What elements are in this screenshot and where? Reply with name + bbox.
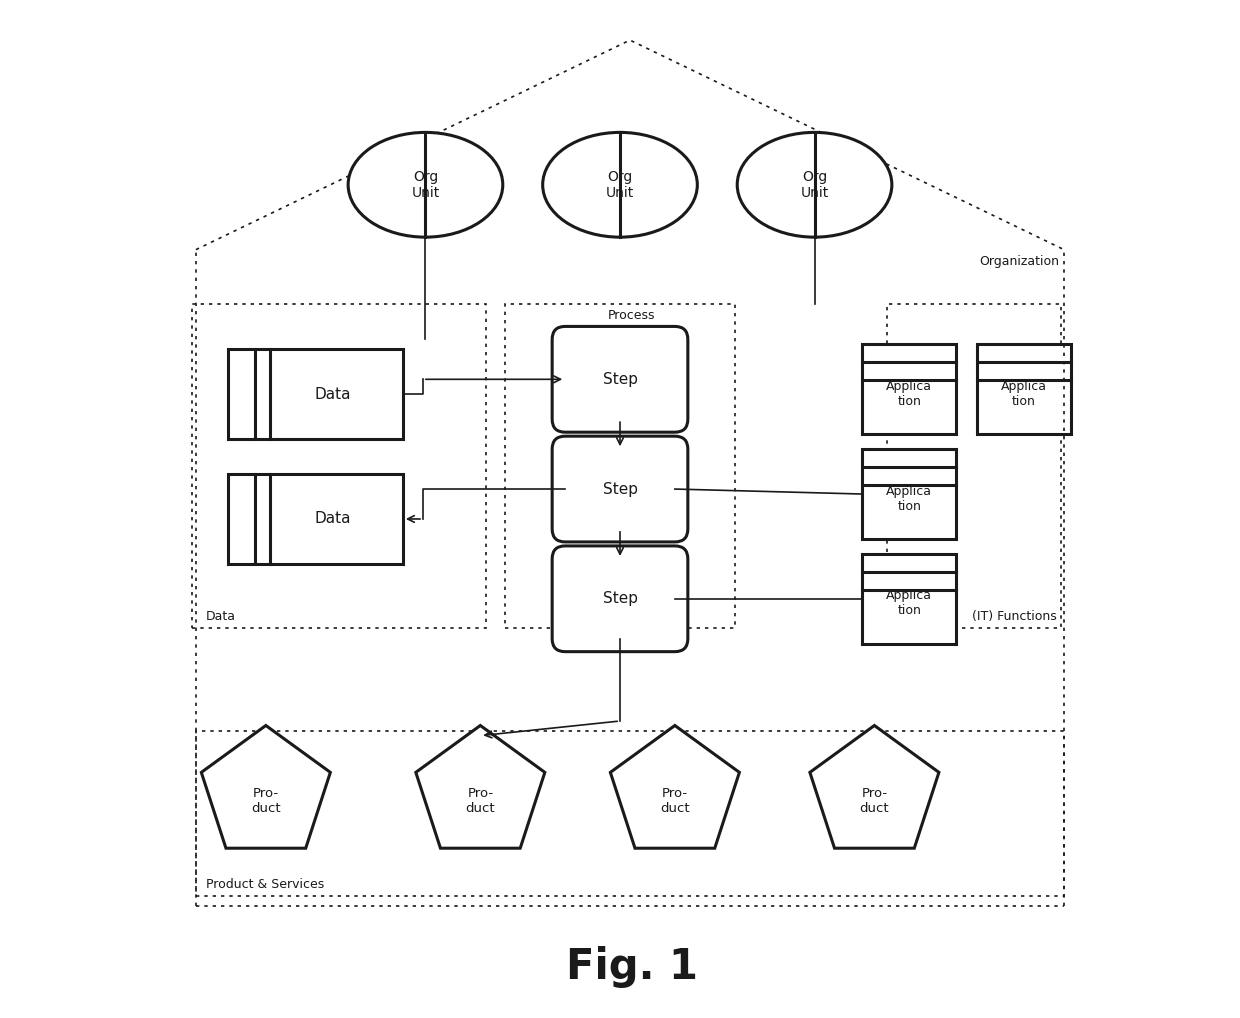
Bar xyxy=(887,304,1061,628)
Text: Pro-
duct: Pro- duct xyxy=(465,787,495,815)
Bar xyxy=(228,474,403,564)
Text: Fig. 1: Fig. 1 xyxy=(567,946,698,988)
Text: Step: Step xyxy=(603,372,637,387)
Bar xyxy=(228,349,403,439)
Bar xyxy=(863,554,956,643)
Text: Applica
tion: Applica tion xyxy=(887,485,932,512)
Polygon shape xyxy=(810,726,939,848)
Text: Organization: Organization xyxy=(978,254,1059,268)
Text: Step: Step xyxy=(603,591,637,607)
Polygon shape xyxy=(201,726,330,848)
FancyBboxPatch shape xyxy=(552,327,688,433)
Bar xyxy=(196,731,1064,896)
Bar xyxy=(191,304,486,628)
Bar xyxy=(977,344,1071,435)
Ellipse shape xyxy=(348,132,502,237)
Text: Applica
tion: Applica tion xyxy=(887,589,932,617)
Text: Pro-
duct: Pro- duct xyxy=(660,787,689,815)
Text: Data: Data xyxy=(315,387,351,402)
Polygon shape xyxy=(610,726,739,848)
Text: Applica
tion: Applica tion xyxy=(887,380,932,408)
Text: Data: Data xyxy=(206,610,236,623)
Bar xyxy=(863,449,956,539)
Text: Product & Services: Product & Services xyxy=(206,878,324,891)
Bar xyxy=(863,344,956,435)
FancyBboxPatch shape xyxy=(552,436,688,542)
Text: Data: Data xyxy=(315,511,351,526)
Text: Process: Process xyxy=(608,309,655,322)
Bar xyxy=(505,304,735,628)
Ellipse shape xyxy=(543,132,697,237)
Ellipse shape xyxy=(738,132,892,237)
Text: Org
Unit: Org Unit xyxy=(412,170,440,200)
Text: Org
Unit: Org Unit xyxy=(606,170,634,200)
Text: Org
Unit: Org Unit xyxy=(800,170,828,200)
Text: Step: Step xyxy=(603,482,637,497)
Text: Applica
tion: Applica tion xyxy=(1001,380,1047,408)
Polygon shape xyxy=(415,726,544,848)
Text: (IT) Functions: (IT) Functions xyxy=(972,610,1056,623)
Text: Pro-
duct: Pro- duct xyxy=(250,787,280,815)
Text: Pro-
duct: Pro- duct xyxy=(859,787,889,815)
FancyBboxPatch shape xyxy=(552,546,688,652)
